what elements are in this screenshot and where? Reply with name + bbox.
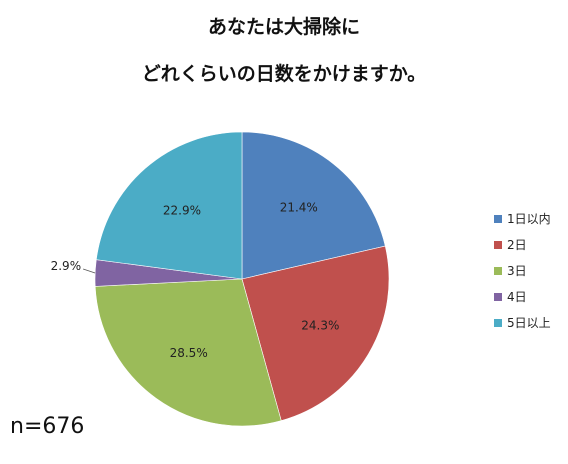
legend-item-1: 1日以内 (494, 210, 551, 227)
legend-label-3: 3日 (507, 264, 527, 278)
legend-item-4: 4日 (494, 288, 551, 305)
legend-item-3: 3日 (494, 262, 551, 279)
legend-swatch-2 (494, 240, 502, 249)
legend-label-5: 5日以上 (507, 316, 551, 330)
pie-slice-3 (94, 278, 282, 427)
leader-line-4 (82, 268, 96, 274)
slice-label-2: 24.3% (301, 319, 339, 333)
legend-label-2: 2日 (507, 238, 527, 252)
pie-slice-1 (241, 131, 386, 280)
legend-swatch-3 (494, 266, 502, 275)
slice-label-3: 28.5% (170, 346, 208, 360)
legend-item-5: 5日以上 (494, 314, 551, 331)
legend-swatch-5 (494, 318, 502, 327)
legend-swatch-1 (494, 214, 502, 223)
legend-swatch-4 (494, 292, 502, 301)
slice-label-4: 2.9% (51, 259, 82, 273)
legend-item-2: 2日 (494, 236, 551, 253)
slice-label-1: 21.4% (280, 201, 318, 215)
pie-slice-2 (241, 245, 390, 422)
pie-slice-5 (95, 131, 243, 280)
chart-subtitle: どれくらいの日数をかけますか。 (141, 63, 427, 85)
legend-label-1: 1日以内 (507, 212, 551, 226)
chart-title: あなたは大掃除に (207, 16, 360, 38)
legend-label-4: 4日 (507, 290, 527, 304)
slice-label-5: 22.9% (163, 203, 201, 217)
sample-size: n=676 (10, 414, 85, 439)
chart-legend: 1日以内 2日 3日 4日 5日以上 (494, 210, 551, 340)
